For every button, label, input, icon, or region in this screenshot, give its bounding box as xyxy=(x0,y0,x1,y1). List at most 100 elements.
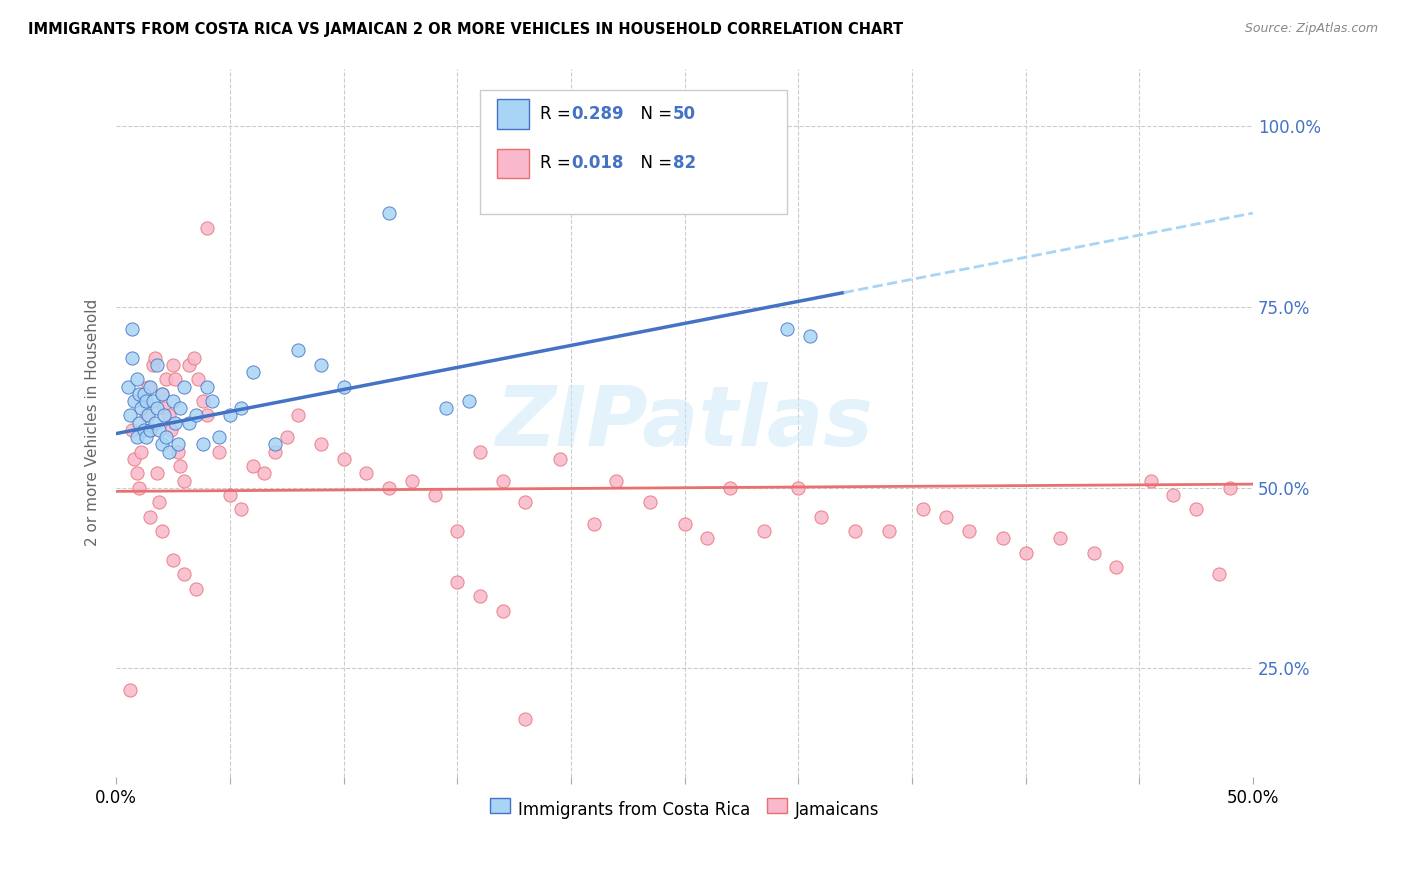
Point xyxy=(332,451,354,466)
Text: 0.289: 0.289 xyxy=(571,105,623,123)
Point xyxy=(332,379,354,393)
Point xyxy=(935,509,957,524)
Point xyxy=(195,379,218,393)
Point xyxy=(446,524,468,538)
Point xyxy=(146,467,169,481)
Point xyxy=(135,409,157,423)
Point xyxy=(276,430,298,444)
Point xyxy=(309,437,332,451)
Point xyxy=(118,409,141,423)
Point xyxy=(605,474,627,488)
Point xyxy=(125,430,148,444)
Point xyxy=(132,423,155,437)
Point xyxy=(132,394,155,409)
Point xyxy=(143,351,166,365)
Point xyxy=(1139,474,1161,488)
Point xyxy=(162,553,184,567)
Text: R =: R = xyxy=(540,105,576,123)
Point xyxy=(155,372,177,386)
Point xyxy=(146,401,169,416)
Text: IMMIGRANTS FROM COSTA RICA VS JAMAICAN 2 OR MORE VEHICLES IN HOUSEHOLD CORRELATI: IMMIGRANTS FROM COSTA RICA VS JAMAICAN 2… xyxy=(28,22,903,37)
Point xyxy=(752,524,775,538)
Point xyxy=(1161,488,1184,502)
Point xyxy=(125,467,148,481)
Point xyxy=(148,495,170,509)
Point xyxy=(515,495,537,509)
Point xyxy=(253,467,276,481)
Point xyxy=(191,437,214,451)
Point xyxy=(673,516,696,531)
Point xyxy=(142,394,165,409)
Point xyxy=(150,386,173,401)
Point xyxy=(696,532,718,546)
Point xyxy=(877,524,900,538)
Point xyxy=(128,386,150,401)
Point xyxy=(139,423,162,437)
Point xyxy=(492,604,515,618)
Text: R =: R = xyxy=(540,154,576,172)
Point xyxy=(844,524,866,538)
Text: Source: ZipAtlas.com: Source: ZipAtlas.com xyxy=(1244,22,1378,36)
Text: ZIPatlas: ZIPatlas xyxy=(496,382,873,463)
Point xyxy=(135,430,157,444)
Point xyxy=(1208,567,1230,582)
Point xyxy=(718,481,741,495)
Point xyxy=(148,423,170,437)
Point xyxy=(492,474,515,488)
Point xyxy=(1083,546,1105,560)
Point xyxy=(183,351,205,365)
Point xyxy=(166,437,188,451)
Point xyxy=(401,474,423,488)
Point xyxy=(150,524,173,538)
Point xyxy=(787,481,810,495)
Point xyxy=(446,574,468,589)
Point xyxy=(799,329,821,343)
Text: 50: 50 xyxy=(673,105,696,123)
Point xyxy=(118,683,141,698)
Point xyxy=(136,379,159,393)
Point xyxy=(582,516,605,531)
Point xyxy=(195,409,218,423)
FancyBboxPatch shape xyxy=(498,149,529,178)
Point xyxy=(309,358,332,372)
Point xyxy=(434,401,457,416)
Point xyxy=(231,502,253,516)
Point xyxy=(135,394,157,409)
Point xyxy=(264,437,287,451)
Point xyxy=(810,509,832,524)
Point xyxy=(150,437,173,451)
Point xyxy=(124,451,146,466)
Point xyxy=(378,206,401,220)
Point xyxy=(957,524,980,538)
Legend: Immigrants from Costa Rica, Jamaicans: Immigrants from Costa Rica, Jamaicans xyxy=(482,794,886,825)
Point xyxy=(139,379,162,393)
Point xyxy=(195,220,218,235)
Point xyxy=(423,488,446,502)
Point xyxy=(201,394,224,409)
Point xyxy=(184,582,207,596)
Point xyxy=(191,394,214,409)
Point xyxy=(121,423,143,437)
Point xyxy=(548,451,571,466)
Text: 0.018: 0.018 xyxy=(571,154,623,172)
Point xyxy=(177,358,200,372)
Point xyxy=(219,488,242,502)
Point xyxy=(155,430,177,444)
Point xyxy=(231,401,253,416)
Point xyxy=(287,409,309,423)
Point xyxy=(356,467,378,481)
Point xyxy=(124,394,146,409)
Point xyxy=(143,416,166,430)
Point xyxy=(1049,532,1071,546)
Point xyxy=(207,430,229,444)
Point xyxy=(242,458,264,473)
Point xyxy=(128,481,150,495)
Point xyxy=(173,474,195,488)
Point xyxy=(991,532,1014,546)
Point xyxy=(640,495,662,509)
Point xyxy=(468,444,491,458)
Point xyxy=(142,358,165,372)
Point xyxy=(1105,560,1128,574)
Point xyxy=(207,444,229,458)
Point xyxy=(173,379,195,393)
